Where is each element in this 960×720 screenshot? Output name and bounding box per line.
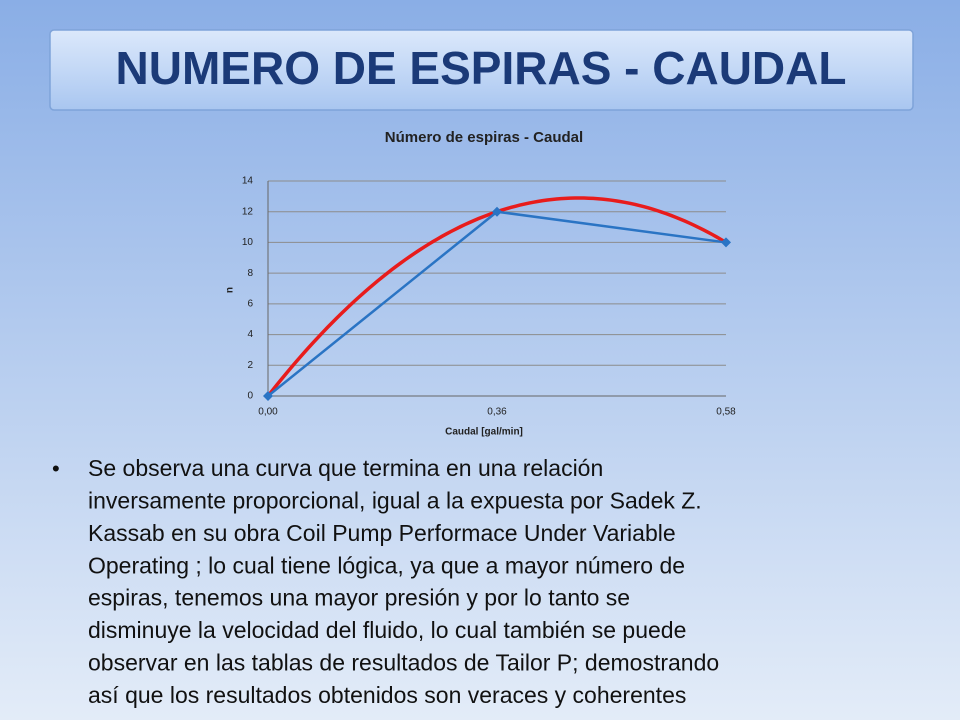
bullet-line: Kassab en su obra Coil Pump Performace U… <box>88 520 676 546</box>
y-tick-label: 0 <box>247 391 253 402</box>
bullet-line: Se observa una curva que termina en una … <box>88 455 603 481</box>
bullet-line: Operating ; lo cual tiene lógica, ya que… <box>88 552 685 578</box>
y-tick-label: 2 <box>247 360 253 371</box>
slide-title: NUMERO DE ESPIRAS - CAUDAL <box>116 42 847 94</box>
y-tick-label: 6 <box>247 298 253 309</box>
bullet-line: inversamente proporcional, igual a la ex… <box>88 487 702 513</box>
y-tick-label: 14 <box>242 176 254 187</box>
x-tick-label: 0,58 <box>716 407 736 418</box>
title-box <box>49 29 914 111</box>
bullet-line: así que los resultados obtenidos son ver… <box>88 682 686 708</box>
y-tick-label: 4 <box>247 329 253 340</box>
marker <box>721 237 731 248</box>
bullet-line: observar en las tablas de resultados de … <box>88 649 719 675</box>
marker <box>263 391 273 401</box>
bullet-text: Se observa una curva que termina en una … <box>88 455 719 708</box>
y-tick-label: 12 <box>242 206 254 217</box>
chart-title: Número de espiras - Caudal <box>385 129 583 146</box>
bullet-symbol: • <box>52 456 60 481</box>
y-axis-title: n <box>225 287 236 293</box>
y-tick-label: 8 <box>247 268 253 279</box>
marker <box>492 206 502 217</box>
y-tick-label: 10 <box>242 237 254 248</box>
bullet-line: espiras, tenemos una mayor presión y por… <box>88 585 630 611</box>
x-tick-label: 0,00 <box>258 407 278 418</box>
bullet-line: disminuye la velocidad del fluido, lo cu… <box>88 617 686 643</box>
x-tick-label: 0,36 <box>487 407 507 418</box>
x-axis-title: Caudal [gal/min] <box>445 427 523 438</box>
